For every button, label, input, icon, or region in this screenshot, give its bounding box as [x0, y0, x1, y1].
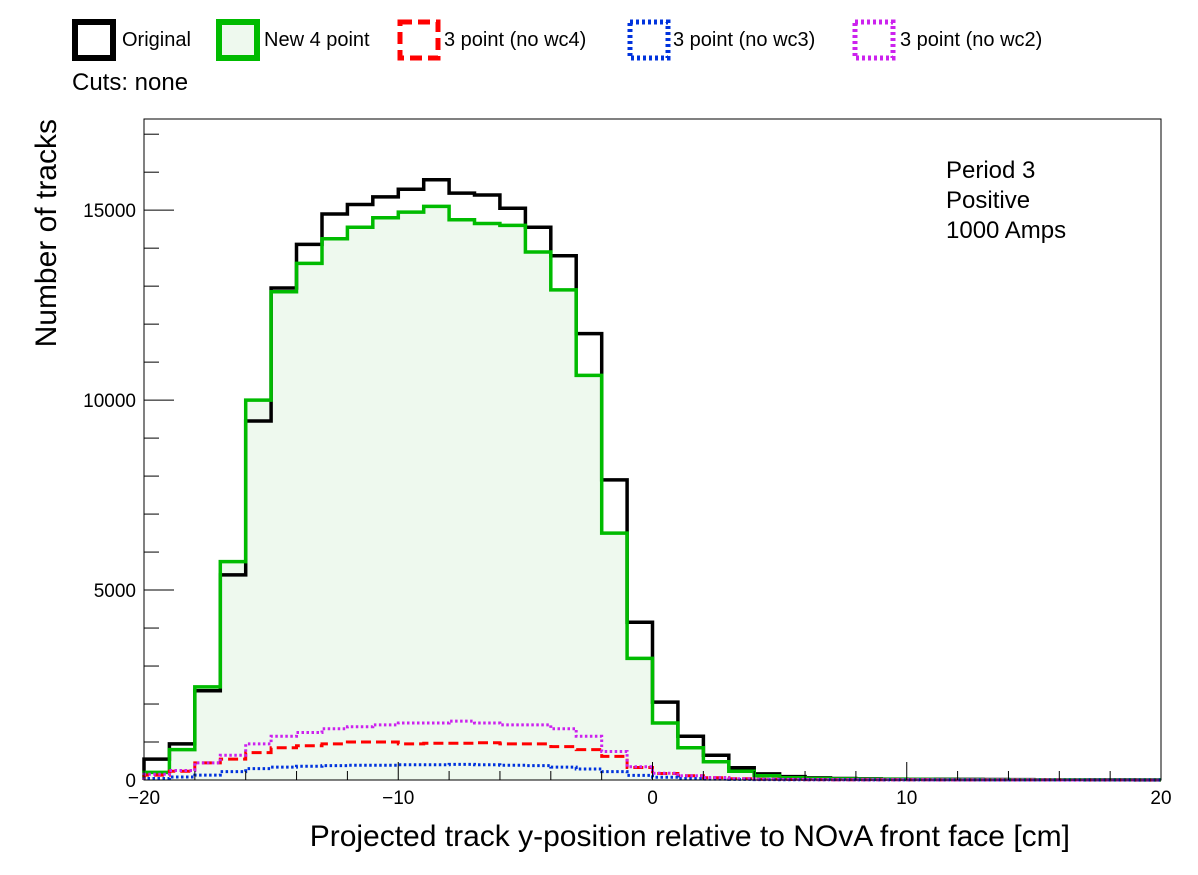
legend-swatch-3-point-no-wc2 [852, 19, 896, 61]
legend: Original New 4 point 3 point (no wc4) 3 poi… [72, 19, 1042, 61]
legend-label-3-point-no-wc3: 3 point (no wc3) [673, 29, 815, 51]
legend-label-3-point-no-wc2: 3 point (no wc2) [900, 29, 1042, 51]
annotation-line: 1000 Amps [946, 217, 1066, 244]
x-tick-label: 0 [647, 788, 658, 809]
x-tick-label: −20 [128, 788, 160, 809]
legend-swatch-3-point-no-wc4 [397, 19, 441, 61]
legend-swatch-original [72, 19, 116, 61]
x-tick-label: −10 [382, 788, 414, 809]
y-tick-label: 0 [125, 771, 136, 792]
legend-swatch-new-4-point [216, 19, 260, 61]
legend-label-3-point-no-wc4: 3 point (no wc4) [444, 29, 586, 51]
x-tick-label: 20 [1150, 788, 1171, 809]
x-axis-title: Projected track y-position relative to N… [310, 820, 1070, 853]
y-tick-label: 5000 [94, 581, 136, 602]
annotation-line: Positive [946, 187, 1030, 214]
x-tick-label: 10 [896, 788, 917, 809]
annotation-block: Period 3 Positive 1000 Amps [946, 157, 1066, 244]
y-tick-label: 10000 [83, 391, 136, 412]
legend-label-new-4-point: New 4 point [264, 29, 370, 51]
axis-ticks: −20 −10 0 10 20 0 5000 10000 15000 [83, 133, 1172, 809]
legend-label-original: Original [122, 29, 191, 51]
series-fill-new-4-point [144, 206, 1161, 780]
legend-swatch-3-point-no-wc3 [627, 19, 671, 61]
series-line-3-point-no-wc3 [142, 762, 1161, 782]
y-tick-label: 15000 [83, 201, 136, 222]
series-fills [144, 206, 1161, 780]
y-axis-title: Number of tracks [30, 119, 63, 347]
annotation-line: Period 3 [946, 157, 1035, 184]
cuts-label: Cuts: none [72, 69, 188, 96]
